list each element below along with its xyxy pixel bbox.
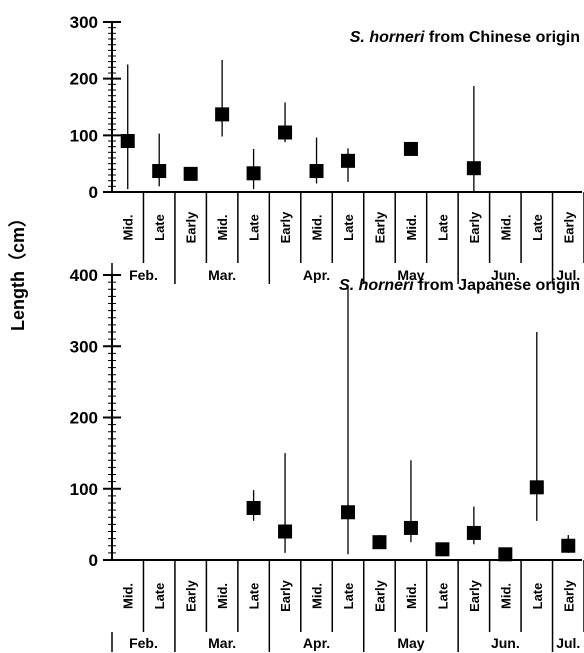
month-label: Apr. <box>303 635 330 651</box>
x-tick-label: Mid. <box>498 583 513 609</box>
data-point-marker <box>435 542 450 557</box>
data-point-marker <box>529 480 544 495</box>
data-point-marker <box>341 153 355 168</box>
data-point-marker <box>278 524 293 539</box>
month-label: Jun. <box>491 267 520 283</box>
x-tick-label: Late <box>152 583 167 610</box>
month-label: May <box>397 635 424 651</box>
x-tick-label: Late <box>435 583 450 610</box>
x-tick-label: Early <box>278 579 293 612</box>
y-axis-label: Length（cm） <box>8 209 28 331</box>
month-label: Feb. <box>129 635 158 651</box>
y-tick-label: 100 <box>70 126 98 145</box>
x-tick-label: Late <box>341 214 356 241</box>
x-tick-label: Mid. <box>121 215 136 241</box>
x-tick-label: Early <box>467 579 482 612</box>
x-tick-label: Late <box>247 214 262 241</box>
data-point-marker <box>466 525 481 540</box>
x-tick-label: Early <box>278 211 293 244</box>
data-point-marker <box>183 166 198 181</box>
x-tick-label: Early <box>372 579 387 612</box>
month-label: Mar. <box>208 635 236 651</box>
y-tick-label: 400 <box>70 266 98 285</box>
x-tick-label: Mid. <box>310 583 325 609</box>
title-origin: from Chinese origin <box>429 29 580 46</box>
month-label: Feb. <box>129 267 158 283</box>
data-point-marker <box>246 166 261 181</box>
month-label: Jun. <box>491 635 520 651</box>
x-tick-label: Late <box>152 214 167 241</box>
y-tick-label: 100 <box>70 480 98 499</box>
data-point-marker <box>403 141 418 156</box>
data-point-marker <box>120 134 135 148</box>
data-point-marker <box>341 505 355 520</box>
month-label: Jul. <box>556 635 580 651</box>
x-tick-label: Early <box>561 579 576 612</box>
data-point-marker <box>152 164 167 179</box>
title-species: S. horneri <box>339 277 418 294</box>
panel-chinese-origin: S. horneri from Chinese origin 0 100 200 300… <box>70 13 584 284</box>
x-tick-label: Late <box>341 583 356 610</box>
data-point-marker <box>498 547 513 562</box>
x-tick-label: Mid. <box>404 583 419 609</box>
x-tick-label: Late <box>247 583 262 610</box>
y-tick-label: 200 <box>70 409 98 428</box>
data-point-marker <box>372 535 387 550</box>
x-tick-label: Late <box>435 214 450 241</box>
month-label: May <box>397 267 424 283</box>
title-origin: from Japanese origin <box>418 277 580 294</box>
month-label: Apr. <box>303 267 330 283</box>
x-tick-label: Early <box>184 579 199 612</box>
x-tick-label: Mid. <box>404 215 419 241</box>
data-point-marker <box>403 520 418 535</box>
data-point-marker <box>561 538 576 553</box>
x-tick-label: Early <box>561 211 576 244</box>
x-tick-label: Early <box>372 211 387 244</box>
panel-title: S. horneri from Chinese origin <box>350 29 580 46</box>
panel-japanese-origin: S. horneri from Japanese origin 0 100 200 30… <box>70 266 584 652</box>
data-point-marker <box>278 125 293 140</box>
y-tick-label: 0 <box>89 183 98 202</box>
x-tick-label: Mid. <box>498 215 513 241</box>
data-point-marker <box>246 500 261 515</box>
y-tick-label: 0 <box>89 551 98 570</box>
x-tick-label: Late <box>530 214 545 241</box>
data-point-marker <box>466 161 481 176</box>
y-tick-label: 300 <box>70 13 98 32</box>
month-label: Jul. <box>556 267 580 283</box>
data-point-marker <box>215 107 230 122</box>
x-tick-label: Late <box>530 583 545 610</box>
x-tick-label: Mid. <box>215 215 230 241</box>
x-tick-label: Early <box>184 211 199 244</box>
title-species: S. horneri <box>350 29 429 46</box>
month-label: Mar. <box>208 267 236 283</box>
panel-title: S. horneri from Japanese origin <box>339 277 580 294</box>
x-tick-label: Mid. <box>121 583 136 609</box>
y-tick-label: 300 <box>70 337 98 356</box>
data-point-marker <box>309 164 324 179</box>
x-tick-label: Mid. <box>310 215 325 241</box>
x-tick-label: Early <box>467 211 482 244</box>
x-tick-label: Mid. <box>215 583 230 609</box>
y-tick-label: 200 <box>70 70 98 89</box>
